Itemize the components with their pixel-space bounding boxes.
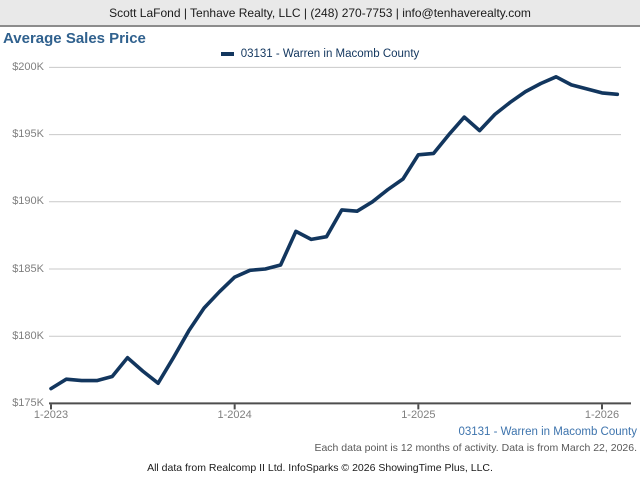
y-tick-label: $200K (12, 60, 44, 73)
header-bar: Scott LaFond | Tenhave Realty, LLC | (24… (0, 0, 640, 27)
legend-label: 03131 - Warren in Macomb County (240, 47, 420, 60)
legend-line-swatch (220, 51, 234, 56)
x-tick-label: 1-2025 (401, 409, 436, 421)
x-tick-label: 1-2024 (217, 409, 252, 421)
y-tick-label: $175K (12, 396, 44, 409)
y-tick-label: $180K (12, 329, 44, 342)
contact-line: Scott LaFond | Tenhave Realty, LLC | (24… (109, 5, 531, 20)
x-tick-label: 1-2026 (584, 409, 620, 421)
y-tick-label: $185K (12, 262, 44, 275)
series-link[interactable]: 03131 - Warren in Macomb County (458, 426, 637, 438)
chart-legend[interactable]: 03131 - Warren in Macomb County (0, 46, 640, 61)
price-series-line (49, 75, 620, 391)
y-tick-label: $195K (12, 128, 44, 141)
page-title: Average Sales Price (3, 30, 146, 47)
data-footnote: Each data point is 12 months of activity… (314, 442, 637, 454)
attribution-line: All data from Realcomp II Ltd. InfoSpark… (147, 462, 493, 474)
x-tick-label: 1-2023 (33, 409, 69, 421)
y-tick-label: $190K (12, 195, 44, 208)
